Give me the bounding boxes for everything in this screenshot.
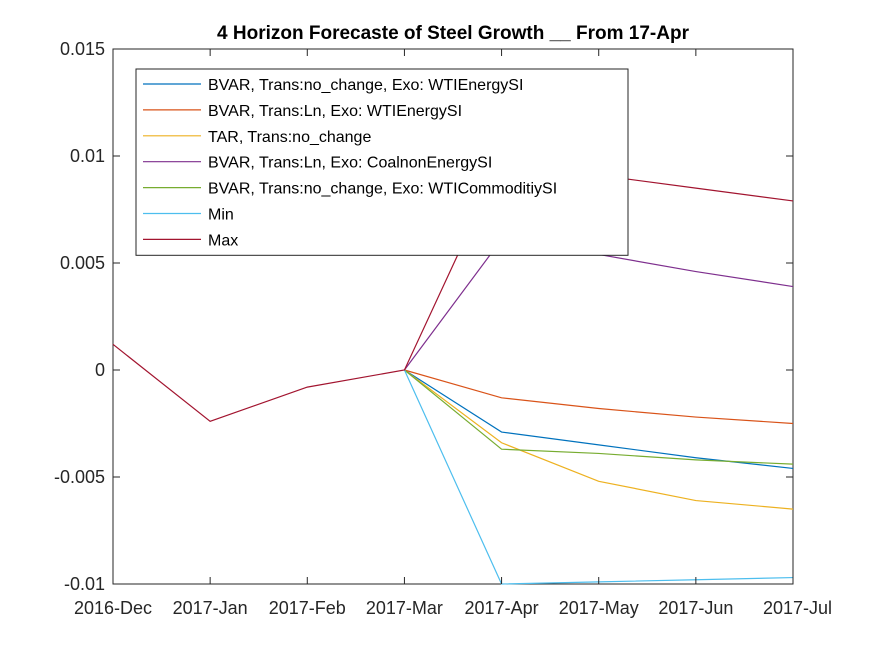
x-tick-label: 2017-Feb (269, 598, 346, 618)
y-tick-label: 0.01 (70, 146, 105, 166)
legend-label: BVAR, Trans:Ln, Exo: WTIEnergySI (208, 103, 462, 120)
legend-label: TAR, Trans:no_change (208, 129, 371, 146)
x-tick-label: 2016-Dec (74, 598, 152, 618)
series-line-6 (112, 159, 794, 423)
legend-label: Max (208, 232, 238, 249)
series-line-1 (404, 369, 794, 425)
series-line-4 (404, 369, 794, 465)
y-tick-label: 0.015 (60, 39, 105, 59)
chart-title: 4 Horizon Forecaste of Steel Growth __ F… (217, 23, 690, 44)
x-tick-label: 2017-Jun (658, 598, 733, 618)
legend-box (135, 68, 629, 256)
legend: BVAR, Trans:no_change, Exo: WTIEnergySI B… (135, 68, 629, 256)
legend-label: BVAR, Trans:Ln, Exo: CoalnonEnergySI (208, 155, 492, 172)
y-tick-label: 0 (95, 360, 105, 380)
legend-label: BVAR, Trans:no_change, Exo: WTIEnergySI (208, 77, 523, 94)
x-tick-label: 2017-Apr (465, 598, 539, 618)
x-tick-label: 2017-Jul (763, 598, 832, 618)
legend-label: BVAR, Trans:no_change, Exo: WTICommoditi… (208, 181, 557, 198)
y-tick-label: 0.005 (60, 253, 105, 273)
x-tick-label: 2017-May (559, 598, 639, 618)
y-tick-label: -0.005 (54, 467, 105, 487)
y-tick-label: -0.01 (64, 574, 105, 594)
ticks-layer: -0.01 -0.005 0 0.005 0.01 0.015 2016-Dec 2017-J… (54, 39, 832, 618)
series-line-2 (404, 369, 794, 510)
x-tick-label: 2017-Jan (173, 598, 248, 618)
legend-label: Min (208, 207, 234, 224)
x-tick-label: 2017-Mar (366, 598, 443, 618)
